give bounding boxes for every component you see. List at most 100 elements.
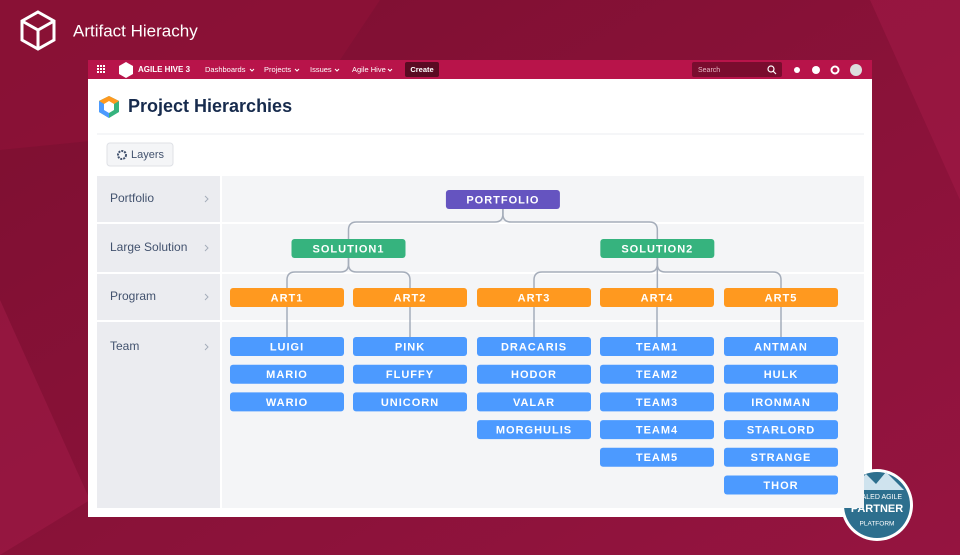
connector (656, 258, 782, 288)
art-node-label: ART3 (518, 292, 551, 304)
solution-node (600, 239, 715, 258)
team-node-label: WARIO (266, 397, 308, 409)
avatar[interactable] (850, 64, 862, 76)
team-node (724, 364, 838, 384)
connector (502, 209, 659, 239)
team-node-label: ANTMAN (754, 341, 808, 353)
team-node-label: TEAM1 (636, 341, 678, 353)
team-node (477, 420, 591, 440)
create-button[interactable] (405, 62, 439, 77)
chevron (204, 293, 209, 301)
team-node (724, 420, 838, 440)
bg-shape (0, 300, 90, 555)
badge-line: SCALED AGILE (852, 494, 903, 501)
page-logo (99, 96, 119, 118)
art-node-label: ART1 (271, 292, 304, 304)
team-node (600, 447, 714, 467)
gear-icon (117, 150, 127, 160)
team-node-label: STRANGE (751, 452, 812, 464)
team-node (724, 475, 838, 495)
team-node-label: TEAM3 (636, 397, 678, 409)
art-node-label: ART4 (641, 292, 674, 304)
team-node-label: FLUFFY (386, 369, 434, 381)
team-node-label: VALAR (513, 397, 555, 409)
level-label: Large Solution (110, 240, 187, 254)
help-icon[interactable] (812, 66, 820, 74)
level-header (97, 274, 220, 320)
layers-label: Layers (131, 149, 165, 161)
team-node (353, 337, 467, 356)
product-name[interactable]: AGILE HIVE 3 (138, 65, 191, 74)
page-title: Project Hierarchies (128, 96, 292, 116)
nav-item[interactable]: Issues (310, 65, 332, 74)
team-node (477, 392, 591, 412)
team-node (600, 392, 714, 412)
solution-node-label: SOLUTION2 (621, 243, 693, 255)
team-node-label: TEAM4 (636, 425, 678, 437)
level-header (97, 224, 220, 272)
team-node (724, 392, 838, 412)
team-node (230, 392, 344, 412)
level-label: Program (110, 289, 156, 303)
team-node (477, 364, 591, 384)
search-icon (767, 65, 777, 75)
notifications-icon[interactable] (794, 67, 800, 73)
team-node-label: MORGHULIS (496, 425, 572, 437)
chevron (204, 343, 209, 351)
layers-button[interactable] (106, 142, 174, 167)
team-node-label: HODOR (511, 369, 557, 381)
connector (347, 258, 411, 288)
team-node-label: IRONMAN (751, 397, 811, 409)
team-node-label: PINK (395, 341, 425, 353)
nav-item[interactable]: Dashboards (205, 65, 246, 74)
art-node (353, 288, 467, 307)
hierarchy: Portfolio Large Solution Program Team PORTFO… (97, 176, 864, 508)
team-node (230, 364, 344, 384)
level-label: Team (110, 339, 139, 353)
search-placeholder: Search (698, 67, 720, 74)
badge-line: PLATFORM (860, 521, 895, 528)
team-node-label: DRACARIS (501, 341, 567, 353)
solution-node (291, 239, 406, 258)
level-header (97, 322, 220, 508)
team-node-label: MARIO (266, 369, 308, 381)
chevron (204, 244, 209, 252)
team-node-label: UNICORN (381, 397, 439, 409)
art-node (724, 288, 838, 307)
portfolio-node-label: PORTFOLIO (466, 194, 539, 206)
team-node (724, 337, 838, 356)
product-logo (119, 62, 133, 78)
team-node (353, 392, 467, 412)
nav-carets (249, 68, 393, 72)
level-header (97, 176, 220, 222)
team-node-label: THOR (763, 480, 798, 492)
search-box[interactable] (692, 62, 782, 77)
team-node (230, 337, 344, 356)
team-node (600, 364, 714, 384)
art-node (600, 288, 714, 307)
header-title: Artifact Hierachy (73, 21, 198, 40)
app-switcher[interactable] (97, 65, 105, 73)
settings-icon[interactable] (830, 65, 840, 75)
nav-item[interactable]: Projects (264, 65, 291, 74)
team-node (600, 420, 714, 440)
create-label: Create (410, 65, 433, 74)
team-node-label: LUIGI (270, 341, 304, 353)
team-node-label: TEAM5 (636, 452, 678, 464)
connector (286, 258, 350, 288)
team-node-label: TEAM2 (636, 369, 678, 381)
art-node (477, 288, 591, 307)
solution-node-label: SOLUTION1 (313, 243, 385, 255)
chevron (204, 195, 209, 203)
connector (347, 209, 504, 239)
navbar (88, 60, 872, 79)
portfolio-node (445, 190, 560, 209)
team-node-label: HULK (764, 369, 799, 381)
team-node (724, 447, 838, 467)
team-node (600, 337, 714, 356)
art-node-label: ART2 (394, 292, 427, 304)
art-node-label: ART5 (765, 292, 798, 304)
level-label: Portfolio (110, 191, 154, 205)
nav-item[interactable]: Agile Hive (352, 65, 386, 74)
